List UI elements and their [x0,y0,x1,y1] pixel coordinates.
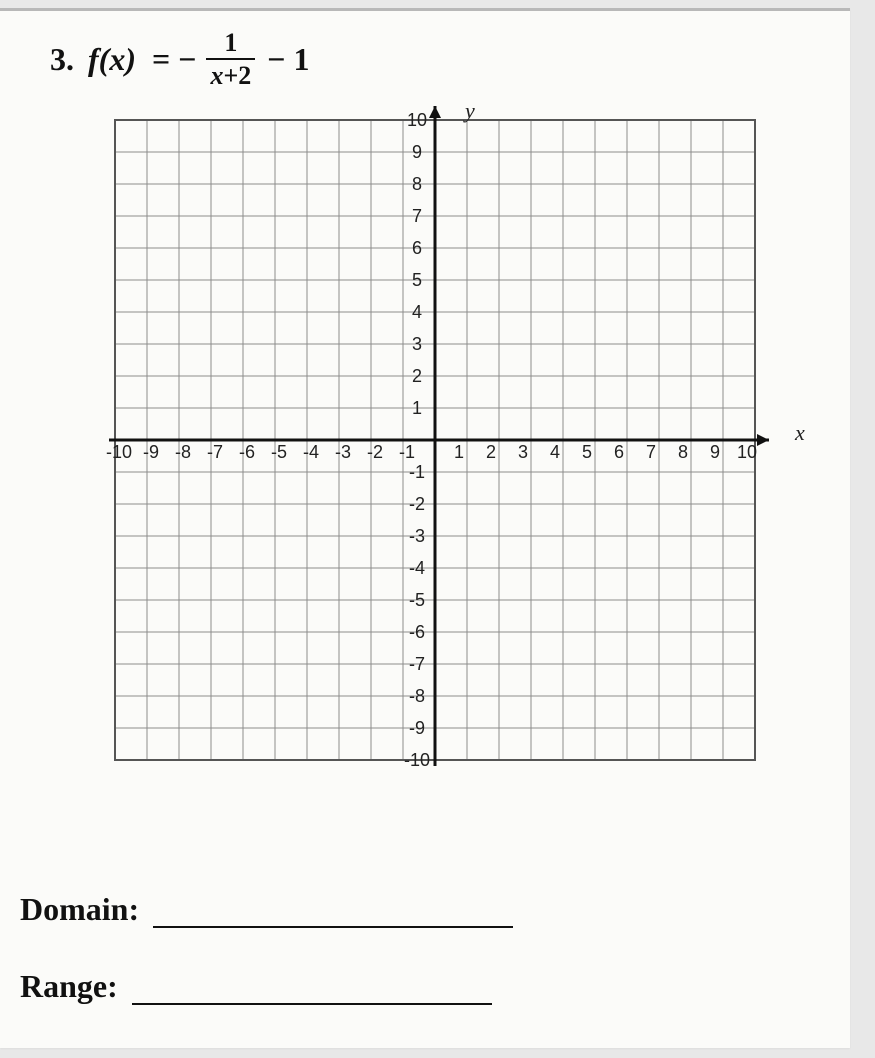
svg-text:-10: -10 [106,442,132,462]
equals-sign: = [152,41,170,78]
svg-text:4: 4 [412,302,422,322]
svg-text:-2: -2 [367,442,383,462]
svg-text:-8: -8 [175,442,191,462]
svg-text:7: 7 [646,442,656,462]
svg-text:8: 8 [678,442,688,462]
svg-text:-7: -7 [409,654,425,674]
svg-text:-7: -7 [207,442,223,462]
svg-text:8: 8 [412,174,422,194]
svg-text:-5: -5 [409,590,425,610]
svg-text:10: 10 [407,110,427,130]
svg-text:7: 7 [412,206,422,226]
svg-text:6: 6 [412,238,422,258]
svg-text:4: 4 [550,442,560,462]
range-label: Range: [20,968,118,1005]
worksheet-page: 3. f(x) = − 1 x+2 − 1 y x 12345678910-1-… [0,8,850,1048]
svg-text:-9: -9 [143,442,159,462]
fraction-bar [206,58,255,60]
svg-text:5: 5 [412,270,422,290]
svg-text:-6: -6 [409,622,425,642]
answer-section: Domain: Range: [20,891,513,1045]
fraction: 1 x+2 [206,29,255,90]
svg-text:1: 1 [454,442,464,462]
svg-text:3: 3 [412,334,422,354]
grid-svg: 1 2 3 4 5 6 7 8 9 10 -1 -2 -3 -4 -5 -6 -7 -8 -9 -10 1 2 3 4 5 6 7 8… [95,100,815,780]
svg-text:-9: -9 [409,718,425,738]
x-axis-label: x [795,420,805,446]
leading-negative: − [178,41,196,78]
svg-text:-4: -4 [303,442,319,462]
svg-text:2: 2 [412,366,422,386]
equation: 3. f(x) = − 1 x+2 − 1 [0,29,850,90]
svg-text:-6: -6 [239,442,255,462]
svg-text:6: 6 [614,442,624,462]
fraction-numerator: 1 [220,29,241,56]
question-number: 3. [50,41,74,78]
domain-blank[interactable] [153,898,513,928]
y-axis-label: y [465,98,475,124]
svg-text:-1: -1 [409,462,425,482]
svg-text:-3: -3 [409,526,425,546]
svg-text:-8: -8 [409,686,425,706]
svg-text:-5: -5 [271,442,287,462]
svg-text:5: 5 [582,442,592,462]
svg-text:9: 9 [412,142,422,162]
svg-text:9: 9 [710,442,720,462]
svg-text:2: 2 [486,442,496,462]
range-blank[interactable] [132,975,492,1005]
svg-text:-10: -10 [404,750,430,770]
fraction-denominator: x+2 [206,62,255,89]
domain-row: Domain: [20,891,513,928]
function-lhs: f(x) [88,41,136,78]
svg-text:-2: -2 [409,494,425,514]
domain-label: Domain: [20,891,139,928]
svg-text:10: 10 [737,442,757,462]
range-row: Range: [20,968,513,1005]
svg-text:3: 3 [518,442,528,462]
svg-text:-1: -1 [399,442,415,462]
svg-text:1: 1 [412,398,422,418]
coordinate-grid: y x 1 2 3 4 5 6 7 8 9 10 -1 -2 -3 -4 -5 -6 -7 -8 -9 -10 1 2 3 4… [95,100,815,780]
svg-text:-3: -3 [335,442,351,462]
svg-text:-4: -4 [409,558,425,578]
trailing-constant: − 1 [267,41,309,78]
